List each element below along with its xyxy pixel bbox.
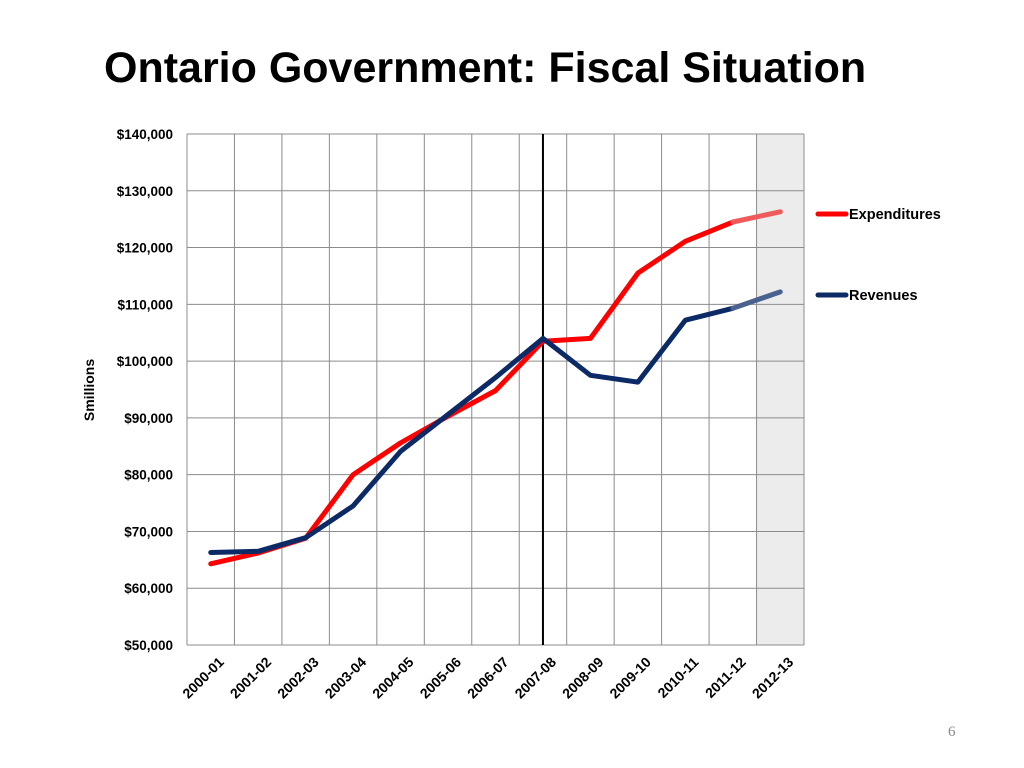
x-tick-label: 2007-08 [511, 654, 559, 702]
y-tick-label: $80,000 [124, 468, 173, 483]
y-tick-label: $130,000 [117, 184, 173, 199]
y-tick-label: $110,000 [117, 297, 173, 312]
x-tick-label: 2002-03 [274, 654, 322, 702]
legend: Expenditures Revenues [815, 207, 941, 304]
x-tick-label: 2010-11 [654, 654, 701, 701]
x-tick-label: 2008-09 [559, 654, 607, 702]
legend-label-revenues: Revenues [849, 288, 918, 304]
x-tick-label: 2012-13 [749, 654, 797, 702]
series-line-projected-revenues [730, 289, 783, 311]
y-tick-label: $90,000 [124, 411, 173, 426]
legend-label-expenditures: Expenditures [849, 207, 941, 223]
shaded-band-2012-13 [756, 134, 804, 645]
y-axis-label: Smillions [81, 359, 97, 421]
x-tick-label: 2001-02 [227, 654, 275, 702]
y-tick-label: $140,000 [117, 127, 173, 142]
y-tick-label: $120,000 [117, 241, 173, 256]
shaded-projection-band [756, 134, 804, 645]
x-tick-label: 2004-05 [369, 654, 417, 702]
series-line-revenues [208, 305, 736, 555]
x-tick-label: 2003-04 [322, 654, 370, 702]
page-title: Ontario Government: Fiscal Situation [104, 44, 867, 92]
y-tick-labels: $50,000 $60,000 $70,000 $80,000 $90,000 $100,… [117, 127, 173, 653]
gridlines [186, 133, 805, 646]
x-tick-labels: 2000-01 2001-02 2002-03 2003-04 2004-05 2005-… [179, 654, 796, 702]
y-tick-label: $100,000 [117, 354, 173, 369]
y-tick-label: $70,000 [124, 524, 173, 539]
x-tick-label: 2006-07 [464, 654, 512, 702]
x-tick-label: 2005-06 [417, 654, 465, 702]
page-number: 6 [948, 724, 956, 740]
x-tick-label: 2011-12 [702, 654, 749, 701]
y-tick-label: $50,000 [124, 638, 173, 653]
series-line-projected-expenditures [730, 209, 783, 225]
series-lines [208, 209, 783, 567]
x-tick-label: 2009-10 [606, 654, 654, 702]
x-tick-label: 2000-01 [179, 654, 227, 702]
y-tick-label: $60,000 [124, 581, 173, 596]
